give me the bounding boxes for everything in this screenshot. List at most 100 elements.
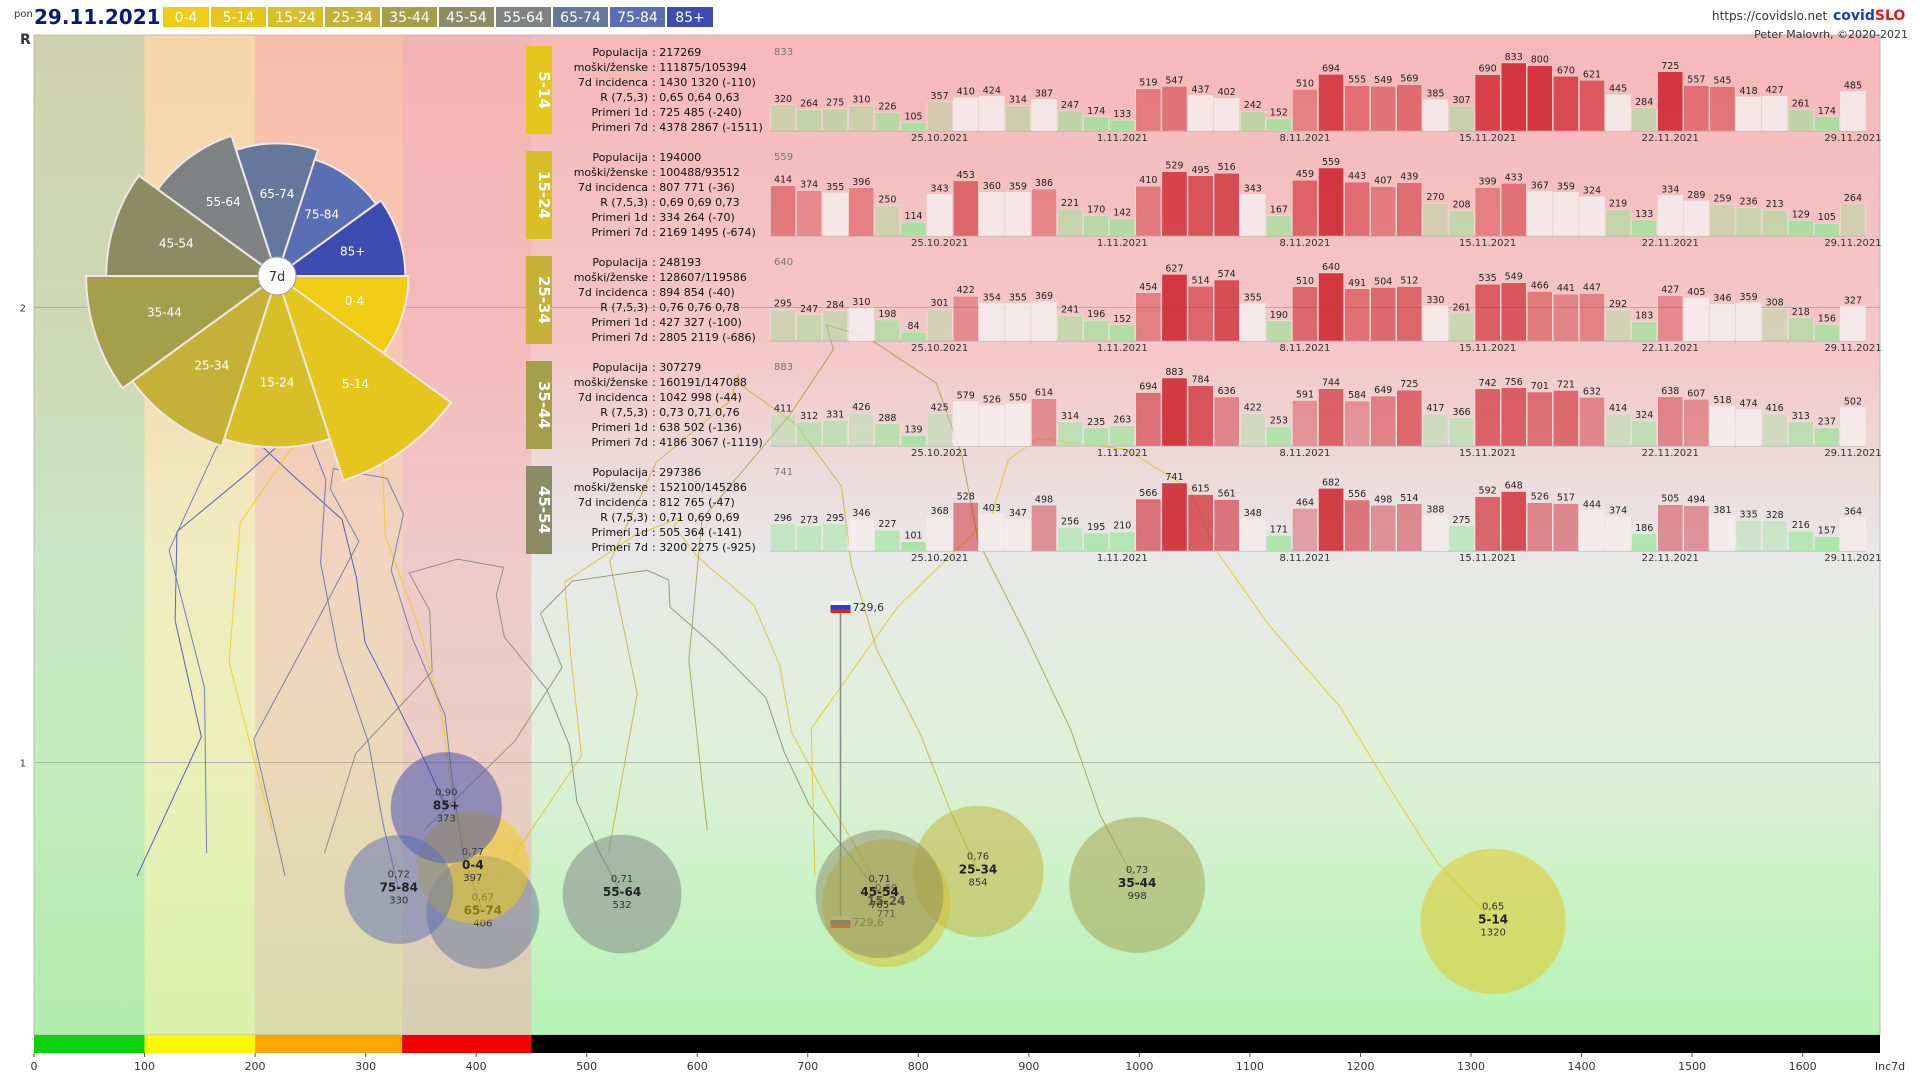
- bar-value-label: 133: [1635, 209, 1653, 220]
- bar-value-label: 690: [1479, 64, 1497, 75]
- bar: [875, 206, 900, 236]
- bar-value-label: 142: [1113, 208, 1131, 219]
- bar: [1840, 306, 1865, 341]
- bar-value-label: 167: [1270, 205, 1288, 216]
- bar: [1579, 80, 1604, 131]
- bar: [1606, 209, 1631, 236]
- bar: [953, 296, 978, 341]
- bar-value-label: 366: [1452, 407, 1470, 418]
- bar-value-label: 725: [1400, 379, 1418, 390]
- bar: [1762, 414, 1787, 446]
- bubble-inc-label: 330: [389, 896, 408, 907]
- pie-slice-label: 25-34: [194, 359, 229, 373]
- panel-date-label: 29.11.2021: [1824, 448, 1881, 459]
- x-tick-label: 0: [31, 1060, 38, 1073]
- bar: [1501, 492, 1526, 551]
- stat-value: : 4186 3067 (-1119): [652, 436, 763, 449]
- bar: [875, 530, 900, 551]
- bar-value-label: 330: [1426, 295, 1444, 306]
- stat-label: Primeri 7d: [591, 541, 648, 554]
- stat-label: R (7,5,3): [600, 301, 648, 314]
- bar: [1710, 516, 1735, 551]
- bar-value-label: 242: [1244, 100, 1262, 111]
- bar-value-label: 296: [774, 513, 792, 524]
- stat-value: : 2169 1495 (-674): [652, 226, 756, 239]
- bubble-group-label: 35-44: [1118, 876, 1156, 890]
- panel-date-label: 1.11.2021: [1097, 133, 1148, 144]
- bar-value-label: 636: [1218, 386, 1236, 397]
- panel-date-label: 8.11.2021: [1279, 343, 1330, 354]
- bar-value-label: 367: [1531, 180, 1549, 191]
- bar-value-label: 357: [931, 91, 949, 102]
- bar: [1005, 404, 1030, 446]
- x-tick-label: 400: [466, 1060, 487, 1073]
- bar-value-label: 510: [1296, 276, 1314, 287]
- bar: [1423, 100, 1448, 131]
- pie-slice-label: 85+: [340, 244, 365, 258]
- bar: [1553, 76, 1578, 131]
- threshold-zone: [34, 35, 145, 1035]
- bar-value-label: 694: [1322, 63, 1340, 74]
- pie-slice-label: 0-4: [345, 294, 365, 308]
- bar: [797, 526, 822, 551]
- stat-value: : 0,73 0,71 0,76: [652, 406, 740, 419]
- bar-value-label: 441: [1557, 283, 1575, 294]
- bar: [1371, 186, 1396, 236]
- panel-group-label: 15-24: [535, 171, 553, 219]
- bar: [1136, 393, 1161, 446]
- bar: [1684, 201, 1709, 236]
- bar-value-label: 510: [1296, 78, 1314, 89]
- bar: [1684, 399, 1709, 446]
- bar: [1632, 220, 1657, 236]
- threshold-band-segment: [402, 1035, 531, 1053]
- stat-label: Primeri 1d: [591, 526, 648, 539]
- bar-value-label: 495: [1192, 165, 1210, 176]
- bar: [1553, 390, 1578, 446]
- bar-value-label: 422: [957, 285, 975, 296]
- x-tick-label: 800: [908, 1060, 929, 1073]
- bar-value-label: 170: [1087, 204, 1105, 215]
- stat-label: Populacija: [592, 151, 648, 164]
- panel-date-label: 25.10.2021: [911, 553, 968, 564]
- bubble-group-label: 5-14: [1478, 912, 1508, 926]
- bar: [1606, 517, 1631, 551]
- panel-date-label: 22.11.2021: [1642, 448, 1699, 459]
- bar-value-label: 396: [852, 177, 870, 188]
- bar: [1658, 296, 1683, 341]
- bubble-group-label: 45-54: [860, 885, 898, 899]
- bar-value-label: 547: [1165, 75, 1183, 86]
- bar: [1475, 187, 1500, 236]
- bar-value-label: 579: [957, 390, 975, 401]
- bar: [771, 186, 796, 236]
- bar: [1005, 192, 1030, 236]
- bar: [1762, 210, 1787, 236]
- bar: [1031, 399, 1056, 446]
- bar: [1188, 286, 1213, 341]
- stat-value: : 194000: [652, 151, 701, 164]
- bar-value-label: 519: [1139, 78, 1157, 89]
- bar-value-label: 227: [878, 519, 896, 530]
- panel-max-label: 883: [774, 362, 793, 373]
- bar-value-label: 516: [1218, 162, 1236, 173]
- bar-value-label: 275: [1452, 515, 1470, 526]
- bar: [1188, 386, 1213, 446]
- bar: [1371, 86, 1396, 131]
- x-tick-label: 500: [576, 1060, 597, 1073]
- bar-value-label: 800: [1531, 55, 1549, 66]
- bar-value-label: 574: [1218, 269, 1236, 280]
- y-tick-label: 1: [20, 758, 26, 769]
- stat-value: : 1430 1320 (-110): [652, 76, 756, 89]
- stat-label: Primeri 7d: [591, 121, 648, 134]
- bar: [1345, 401, 1370, 446]
- bar-value-label: 464: [1296, 497, 1314, 508]
- bar: [771, 524, 796, 551]
- bar: [1814, 324, 1839, 341]
- bar-value-label: 518: [1713, 395, 1731, 406]
- bar: [823, 109, 848, 131]
- x-tick-label: 1500: [1678, 1060, 1706, 1073]
- panel-group-label: 25-34: [535, 276, 553, 324]
- bar: [1658, 505, 1683, 551]
- bar: [953, 181, 978, 236]
- panel-date-label: 22.11.2021: [1642, 343, 1699, 354]
- author-credit: Peter Malovrh, ©2020-2021: [1754, 28, 1908, 41]
